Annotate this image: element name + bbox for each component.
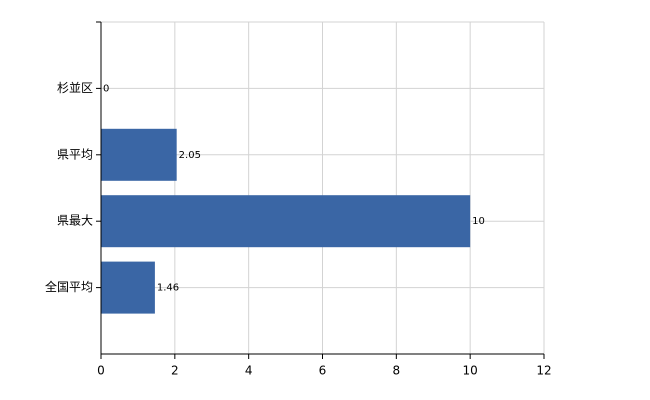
x-tick-label: 4 [245, 364, 253, 378]
x-tick-label: 0 [97, 364, 105, 378]
y-tick-label: 杉並区 [57, 81, 93, 95]
x-tick-label: 2 [171, 364, 179, 378]
value-label: 10 [472, 216, 485, 227]
bar [101, 195, 471, 248]
x-tick-label: 10 [463, 364, 478, 378]
bar [101, 261, 155, 314]
bar [101, 128, 177, 181]
value-label: 0 [103, 83, 109, 94]
y-tick-label: 県平均 [57, 147, 93, 161]
x-tick-label: 12 [536, 364, 551, 378]
y-tick-label: 県最大 [57, 214, 93, 228]
x-tick-label: 6 [319, 364, 327, 378]
value-label: 1.46 [157, 283, 179, 294]
value-label: 2.05 [179, 150, 201, 161]
x-tick-label: 8 [393, 364, 401, 378]
y-tick-label: 全国平均 [45, 279, 93, 294]
